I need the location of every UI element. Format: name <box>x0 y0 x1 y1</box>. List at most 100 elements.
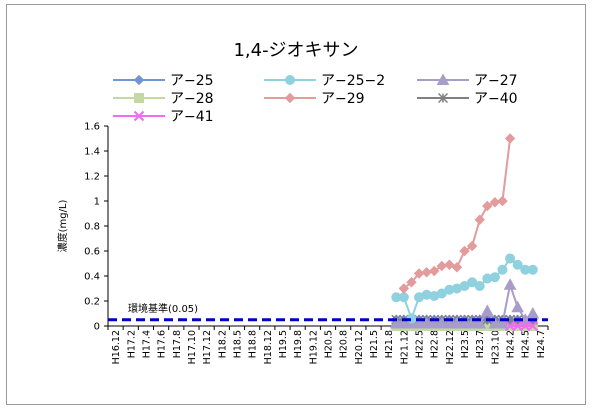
legend-item-3: ア−27 <box>417 73 518 89</box>
data-point <box>443 316 456 329</box>
legend-label: ア−41 <box>170 109 214 125</box>
x-tick-label: H24.5 <box>521 330 532 358</box>
data-point <box>420 316 433 329</box>
legend-item-6: ア−40 <box>417 91 518 107</box>
x-tick-label: H17.12 <box>202 330 213 364</box>
data-point <box>435 316 449 329</box>
data-point <box>489 272 500 283</box>
x-tick-label: H21.12 <box>399 330 410 364</box>
series-5 <box>398 133 516 294</box>
legend-item-7: ア−41 <box>113 109 214 125</box>
x-tick-label: H21.5 <box>369 330 380 358</box>
data-point <box>466 240 478 252</box>
reference-line-label: 環境基準(0.05) <box>128 302 198 315</box>
data-point <box>465 316 479 329</box>
data-point <box>397 316 411 329</box>
data-point <box>474 281 485 291</box>
data-point <box>512 320 523 332</box>
data-point <box>527 264 538 275</box>
x-tick-label: H18.8 <box>248 330 259 358</box>
x-tick-label: H23.10 <box>490 330 501 364</box>
y-tick-label: 1 <box>94 197 100 208</box>
data-point <box>412 316 426 329</box>
x-tick-label: H20.8 <box>339 330 350 358</box>
y-tick-label: 1.4 <box>84 147 100 158</box>
legend-label: ア−40 <box>474 91 518 107</box>
x-tick-label: H17.4 <box>141 330 152 358</box>
legend-marker <box>437 92 449 104</box>
x-tick-label: H20.5 <box>324 330 335 358</box>
data-point <box>496 316 509 329</box>
x-tick-label: H18.5 <box>232 330 243 358</box>
data-point <box>473 316 487 329</box>
data-point <box>497 195 508 207</box>
x-tick-label: H17.8 <box>172 330 183 358</box>
y-tick-label: 0.8 <box>84 222 100 233</box>
x-tick-label: H24.7 <box>536 330 547 358</box>
legend-marker <box>134 93 144 103</box>
data-point <box>450 316 464 329</box>
x-tick-label: H23.7 <box>475 330 486 358</box>
data-point <box>458 316 471 329</box>
data-point <box>511 300 525 313</box>
y-tick-label: 0.2 <box>84 297 100 308</box>
y-tick-label: 1.6 <box>84 122 100 133</box>
legend-marker <box>284 92 296 104</box>
x-tick-label: H19.12 <box>308 330 319 364</box>
y-tick-label: 0.4 <box>84 272 100 283</box>
legend-label: ア−27 <box>474 73 518 89</box>
data-point <box>389 316 403 329</box>
data-point <box>503 278 517 290</box>
x-tick-label: H16.12 <box>111 330 122 364</box>
legend-item-5: ア−29 <box>264 91 365 107</box>
x-tick-label: H20.12 <box>354 330 365 364</box>
data-point <box>512 259 523 270</box>
data-point <box>421 267 432 278</box>
data-point <box>497 264 508 275</box>
x-tick-label: H22.5 <box>415 330 426 358</box>
x-tick-label: H24.2 <box>506 330 517 358</box>
data-point <box>474 214 485 225</box>
x-tick-label: H19.5 <box>278 330 289 358</box>
y-axis-title: 濃度(mg/L) <box>56 199 69 252</box>
x-tick-label: H23.5 <box>460 330 471 358</box>
data-point <box>504 133 516 144</box>
x-tick-label: H17.2 <box>126 330 137 358</box>
x-tick-label: H17.10 <box>187 330 198 364</box>
legend-label: ア−28 <box>170 91 214 107</box>
data-point <box>488 316 502 329</box>
x-tick-label: H22.8 <box>430 330 441 358</box>
data-point <box>398 283 410 294</box>
y-tick-label: 0.6 <box>84 247 100 258</box>
data-point <box>444 259 455 270</box>
data-point <box>520 320 531 332</box>
data-point <box>505 253 516 264</box>
legend-item-4: ア−28 <box>113 91 214 107</box>
x-tick-label: H18.2 <box>217 330 228 358</box>
data-point <box>451 262 463 273</box>
series-7 <box>504 320 539 332</box>
data-point <box>482 200 493 212</box>
x-tick-label: H17.6 <box>157 330 168 358</box>
legend-item-1: ア−25 <box>113 73 214 89</box>
data-point <box>527 320 539 332</box>
legend-label: ア−29 <box>321 91 365 107</box>
series-2 <box>391 253 538 324</box>
data-point <box>480 304 494 316</box>
legend-marker <box>133 110 145 122</box>
legend-marker <box>133 74 145 86</box>
y-tick-label: 1.2 <box>84 172 100 183</box>
x-tick-label: H22.12 <box>445 330 456 364</box>
legend-label: ア−25 <box>170 73 214 89</box>
data-point <box>504 320 516 332</box>
data-point <box>406 277 417 288</box>
data-point <box>459 245 470 257</box>
series-3 <box>389 278 540 329</box>
legend-marker <box>285 75 295 85</box>
data-point <box>427 316 441 329</box>
data-point <box>428 265 440 277</box>
x-tick-label: H18.12 <box>263 330 274 364</box>
chart-title: 1,4-ジオキサン <box>233 40 359 61</box>
data-point <box>398 292 409 303</box>
